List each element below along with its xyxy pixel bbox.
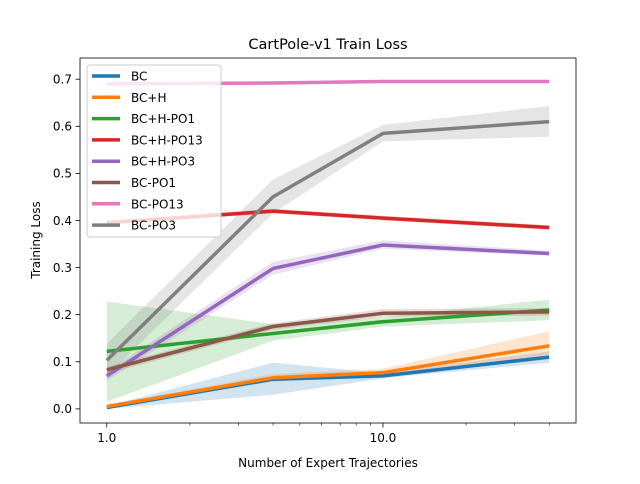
y-tick-label: 0.1: [53, 355, 72, 369]
y-axis-label: Training Loss: [29, 201, 43, 279]
legend-label: BC-PO13: [131, 197, 184, 211]
band-bc: [106, 351, 550, 409]
series-line-bc-h: [106, 344, 550, 409]
series-line-bc-h-po3: [105, 243, 550, 378]
legend-label: BC+H: [131, 91, 166, 105]
legend-frame: [86, 64, 222, 238]
y-tick-label: 0.7: [53, 72, 72, 86]
band-bc-po3: [106, 106, 550, 376]
y-tick-label: 0.2: [53, 308, 72, 322]
legend-label: BC: [131, 70, 147, 84]
y-tick-label: 0.5: [53, 167, 72, 181]
x-tick-label: 1.0: [97, 431, 116, 445]
y-tick-label: 0.4: [53, 214, 72, 228]
legend-label: BC+H-PO1: [131, 112, 195, 126]
legend-label: BC-PO1: [131, 176, 176, 190]
y-tick-label: 0.3: [53, 261, 72, 275]
series-line-bc-h-po1: [106, 308, 550, 354]
x-axis-label: Number of Expert Trajectories: [238, 456, 418, 470]
axes-frame: [79, 57, 577, 424]
chart-title: CartPole-v1 Train Loss: [248, 37, 407, 53]
axis-ticks: 1.0 10.0 0.0 0.1 0.2 0.3 0.4 0.5 0.6 0.7: [53, 72, 550, 445]
legend-label: BC+H-PO13: [131, 133, 203, 147]
y-tick-label: 0.0: [53, 402, 72, 416]
legend-label: BC+H-PO3: [131, 155, 195, 169]
y-tick-label: 0.6: [53, 120, 72, 134]
series-line-bc-po3: [105, 119, 550, 362]
series-line-bc-po1: [106, 310, 550, 372]
x-tick-label: 10.0: [370, 431, 397, 445]
legend-label: BC-PO3: [131, 219, 176, 233]
band-bc-h-po1: [106, 299, 550, 402]
legend: BC BC+H BC+H-PO1 BC+H-PO13 BC+H-PO3 BC-PO1 BC-…: [86, 64, 222, 238]
